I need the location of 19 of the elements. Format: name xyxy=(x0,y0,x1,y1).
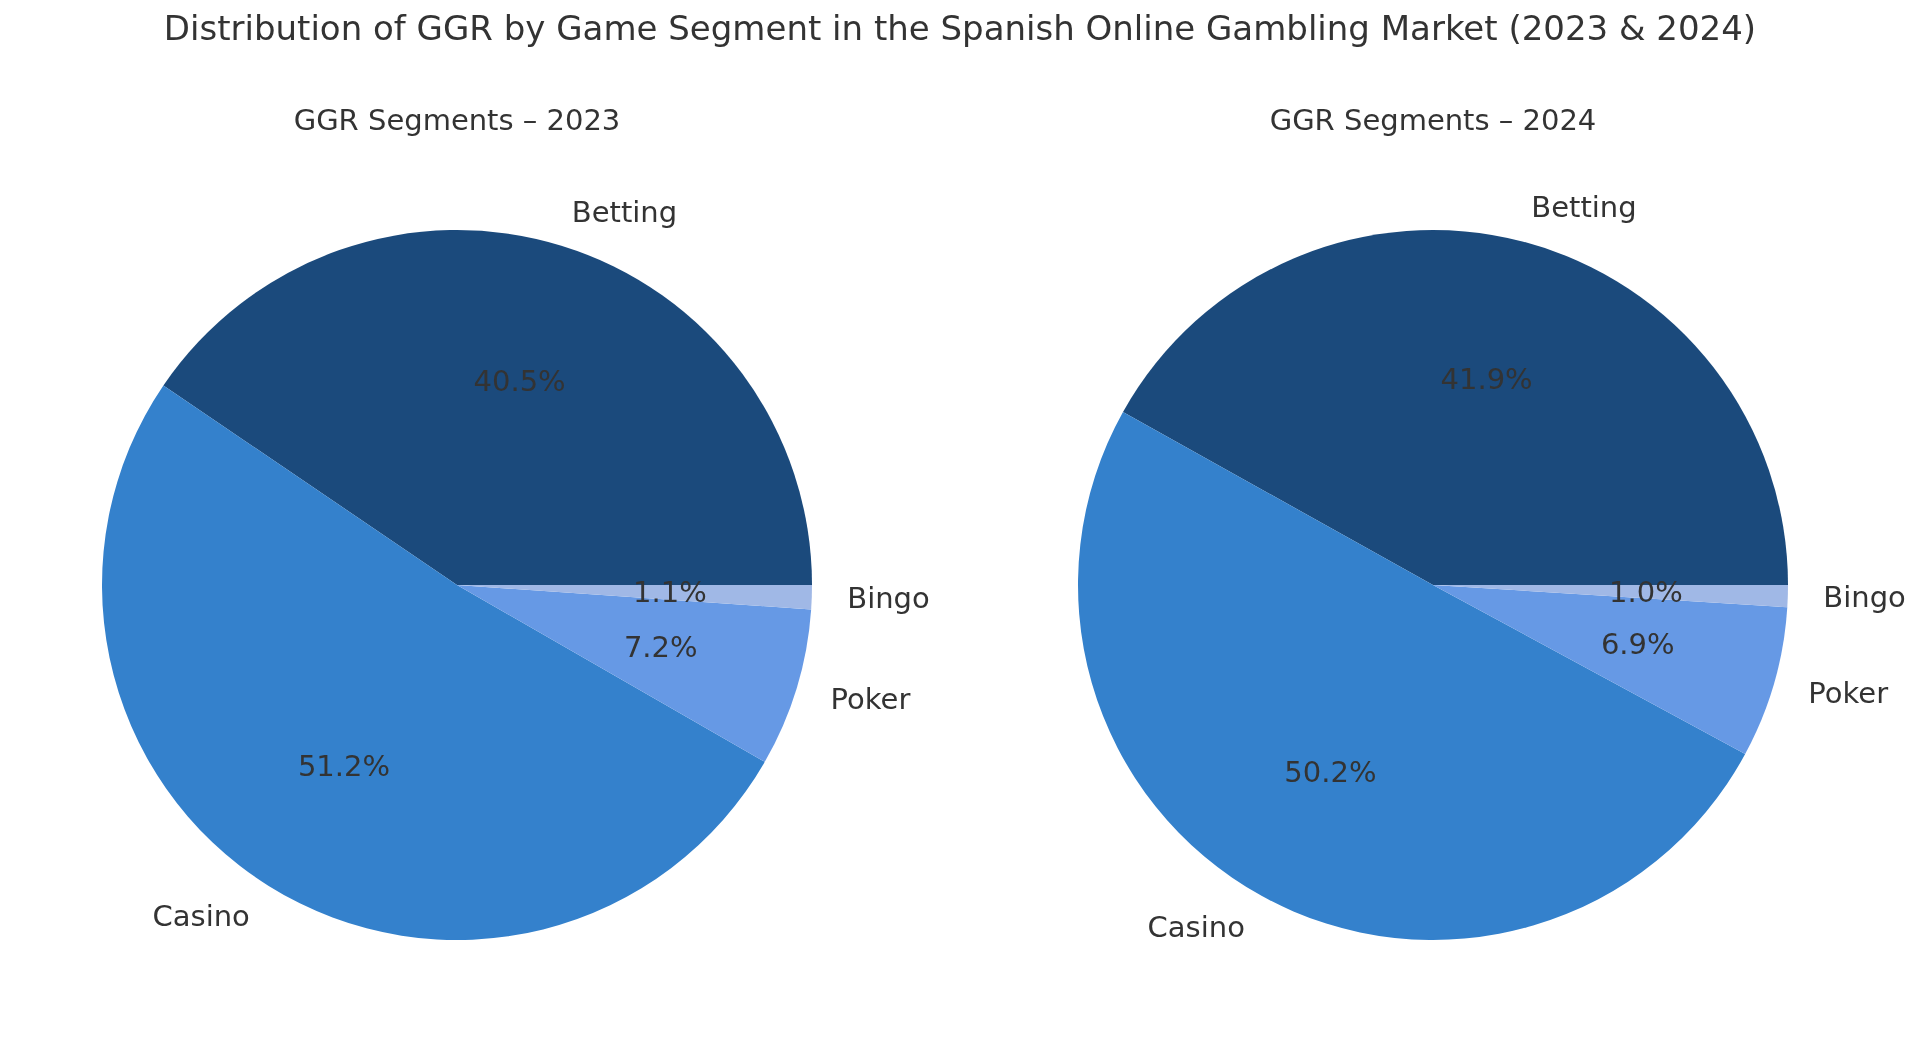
data-label: 50.2% xyxy=(1284,754,1377,789)
slice-label: Bingo xyxy=(847,581,930,616)
slice-label: Betting xyxy=(571,194,678,229)
slice-label: Casino xyxy=(1147,910,1245,945)
data-label: 41.9% xyxy=(1440,361,1533,396)
slice-label: Casino xyxy=(152,899,250,934)
data-label: 1.1% xyxy=(633,575,707,610)
data-label: 7.2% xyxy=(623,629,698,664)
chart-subtitle: GGR Segments – 2024 xyxy=(1269,103,1597,137)
slice-label: Poker xyxy=(1808,675,1889,710)
chart-subtitle: GGR Segments – 2023 xyxy=(293,103,621,137)
slice-label: Betting xyxy=(1531,190,1637,225)
chart-title: Distribution of GGR by Game Segment in the Spanish Online Gambling Market (2023 & 2024) xyxy=(162,8,1758,48)
data-label: 40.5% xyxy=(473,364,566,399)
data-label: 1.0% xyxy=(1609,574,1683,609)
slice-label: Bingo xyxy=(1823,580,1906,615)
data-label: 6.9% xyxy=(1600,626,1675,661)
slice-label: Poker xyxy=(830,681,911,716)
data-label: 51.2% xyxy=(297,748,391,783)
